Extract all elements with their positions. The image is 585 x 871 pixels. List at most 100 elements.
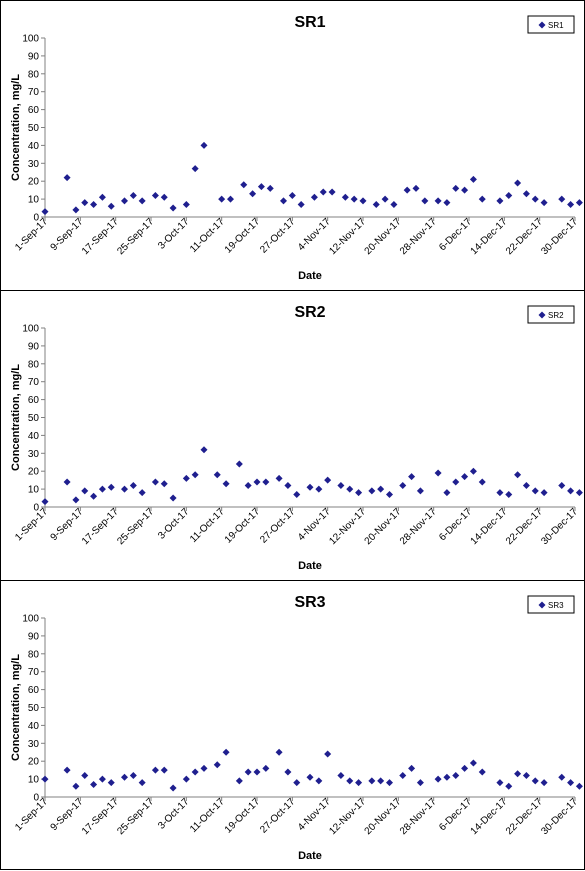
data-point: [63, 174, 71, 182]
y-tick-label: 30: [28, 739, 40, 750]
y-tick-label: 60: [28, 685, 40, 696]
data-point: [218, 195, 226, 203]
data-point: [222, 480, 230, 488]
data-point: [531, 487, 539, 495]
data-point: [169, 204, 177, 212]
data-point: [63, 478, 71, 486]
x-tick-label: 11-Oct-17: [188, 216, 227, 255]
data-point: [169, 494, 177, 502]
data-point: [408, 473, 416, 481]
data-point: [403, 186, 411, 194]
data-point: [191, 165, 199, 173]
data-point: [213, 761, 221, 769]
x-tick-label: 3-Oct-17: [156, 506, 192, 542]
data-point: [514, 471, 522, 479]
data-point: [567, 487, 575, 495]
data-point: [306, 773, 314, 781]
data-point: [575, 782, 583, 790]
x-tick-label: 20-Nov-17: [363, 796, 404, 837]
data-point: [496, 489, 504, 497]
data-point: [107, 483, 115, 491]
data-point: [514, 179, 522, 187]
chart-title-sr1: SR1: [294, 14, 325, 31]
data-point: [262, 478, 270, 486]
x-tick-label: 17-Sep-17: [80, 796, 121, 837]
data-point: [121, 197, 128, 205]
data-point: [151, 766, 159, 774]
data-point: [355, 779, 363, 787]
data-point: [107, 779, 115, 787]
x-tick-label: 6-Dec-17: [437, 506, 474, 543]
data-point: [522, 772, 530, 780]
data-point: [182, 474, 190, 482]
y-tick-label: 70: [28, 667, 40, 678]
x-tick-label: 25-Sep-17: [115, 216, 156, 257]
x-tick-label: 20-Nov-17: [363, 506, 404, 547]
data-point: [138, 197, 146, 205]
data-point: [235, 777, 243, 785]
y-tick-label: 20: [28, 467, 40, 478]
data-point: [478, 478, 486, 486]
data-point: [478, 768, 486, 776]
x-tick-label: 12-Nov-17: [327, 796, 368, 837]
data-point: [359, 197, 367, 205]
y-tick-label: 0: [33, 793, 39, 804]
data-point: [443, 199, 451, 207]
x-tick-label: 25-Sep-17: [115, 506, 156, 547]
series-sr3: [41, 748, 583, 792]
chart-sr3: SR3 0 10 20 30 40 50 60 70 80 90 100 1-Sep-179-Sep-1…: [10, 594, 583, 862]
data-point: [138, 489, 146, 497]
chart-title-sr2: SR2: [294, 304, 325, 321]
data-point: [191, 471, 199, 479]
data-point: [213, 471, 221, 479]
y-tick-label: 70: [28, 87, 40, 98]
data-point: [319, 188, 327, 196]
data-point: [200, 446, 208, 454]
y-tick-label: 80: [28, 649, 40, 660]
data-point: [337, 772, 345, 780]
data-point: [191, 768, 199, 776]
x-axis-label: Date: [298, 850, 322, 862]
legend: SR1: [527, 15, 575, 34]
y-axis-label: Concentration, mg/L: [10, 364, 22, 471]
data-point: [129, 772, 137, 780]
legend-label: SR1: [548, 21, 564, 30]
data-point: [350, 195, 358, 203]
data-point: [244, 482, 252, 490]
data-point: [151, 192, 159, 200]
data-point: [434, 197, 442, 205]
y-tick-label: 10: [28, 485, 40, 496]
x-tick-label: 27-Oct-17: [258, 216, 298, 256]
data-point: [310, 193, 318, 201]
x-tick-label: 11-Oct-17: [188, 506, 227, 545]
data-point: [200, 764, 208, 772]
y-tick-label: 60: [28, 395, 40, 406]
x-tick-label: 28-Nov-17: [398, 216, 439, 257]
chart-sr2: SR2 0 10 20 30 40 50 60 70 80 90 100 1-Sep-179-Sep-1…: [10, 304, 583, 572]
data-point: [416, 487, 424, 495]
y-tick-label: 90: [28, 341, 40, 352]
chart-panel-sr2: SR2 0 10 20 30 40 50 60 70 80 90 100 1-Sep-17 9-Sep-1…: [0, 290, 585, 581]
data-point: [452, 772, 460, 780]
data-point: [324, 476, 332, 484]
x-tick-label: 4-Nov-17: [296, 796, 333, 833]
data-point: [284, 768, 292, 776]
x-tick-label: 28-Nov-17: [398, 506, 439, 547]
data-point: [558, 195, 566, 203]
data-point: [434, 469, 442, 477]
data-point: [324, 750, 332, 758]
y-tick-label: 40: [28, 721, 40, 732]
data-point: [540, 199, 548, 207]
y-tick-label: 10: [28, 195, 40, 206]
x-tick-label: 27-Oct-17: [258, 506, 298, 546]
data-point: [461, 186, 469, 194]
chart-title-sr3: SR3: [294, 594, 325, 611]
y-tick-label: 50: [28, 413, 40, 424]
data-point: [531, 777, 539, 785]
x-axis-label: Date: [298, 560, 322, 572]
x-tick-label: 19-Oct-17: [223, 796, 263, 836]
data-point: [98, 485, 106, 493]
data-point: [469, 175, 477, 183]
y-tick-label: 30: [28, 449, 40, 460]
y-tick-label: 100: [22, 614, 39, 625]
